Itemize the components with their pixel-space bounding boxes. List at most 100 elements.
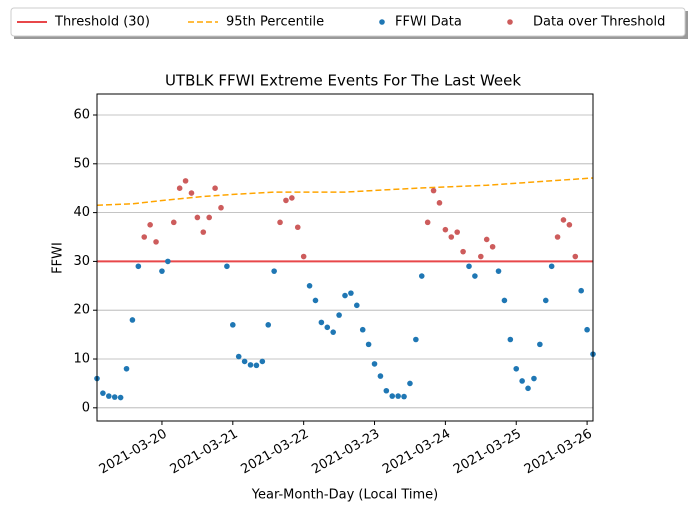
data-point <box>330 329 336 335</box>
y-tick-label: 0 <box>82 400 90 415</box>
y-tick-label: 20 <box>73 303 90 318</box>
y-tick-label: 40 <box>73 205 90 220</box>
y-tick-label: 10 <box>73 352 90 367</box>
data-point <box>100 390 106 396</box>
data-point <box>135 263 142 270</box>
data-point <box>170 219 177 226</box>
data-point <box>159 268 165 274</box>
data-point <box>212 185 218 191</box>
legend-label: Threshold (30) <box>54 15 150 30</box>
data-point <box>371 361 378 367</box>
data-point <box>224 263 230 270</box>
data-point <box>395 393 401 399</box>
x-axis-label: Year-Month-Day (Local Time) <box>251 488 438 503</box>
data-point <box>259 358 266 365</box>
data-point <box>389 393 396 399</box>
data-point <box>354 302 360 309</box>
x-tick-label: 2021-03-25 <box>451 427 524 478</box>
data-point <box>271 268 277 274</box>
data-point <box>566 222 573 228</box>
data-point <box>531 375 537 382</box>
data-point <box>253 362 260 369</box>
plot-frame <box>96 93 594 422</box>
data-point <box>147 222 153 228</box>
x-tick-label: 2021-03-26 <box>522 427 595 478</box>
data-point <box>483 236 490 243</box>
chart-title: UTBLK FFWI Extreme Events For The Last W… <box>165 72 521 90</box>
data-point <box>188 190 195 196</box>
data-point <box>306 283 313 289</box>
data-point <box>312 297 319 304</box>
data-point <box>454 229 460 235</box>
data-point <box>489 243 496 250</box>
y-tick-label: 30 <box>73 254 90 269</box>
data-point <box>448 234 455 240</box>
x-tick-label: 2021-03-21 <box>168 427 241 478</box>
data-point <box>277 219 283 226</box>
data-point <box>578 287 584 294</box>
data-point <box>413 336 419 343</box>
data-point <box>513 365 520 372</box>
data-point <box>383 387 390 394</box>
data-point <box>324 324 331 331</box>
data-point <box>106 393 112 399</box>
data-point <box>241 358 248 365</box>
data-point <box>401 393 407 400</box>
data-point <box>554 234 561 240</box>
data-point <box>407 380 413 387</box>
legend-label: FFWI Data <box>395 15 462 30</box>
data-point <box>436 200 443 206</box>
data-point <box>348 290 354 296</box>
data-point <box>424 219 431 226</box>
percentile-line <box>96 177 594 207</box>
data-point <box>342 292 348 299</box>
data-point <box>283 197 289 204</box>
legend-box <box>10 7 686 37</box>
data-point <box>289 195 295 201</box>
data-point <box>194 214 201 221</box>
data-point <box>141 234 148 240</box>
data-point <box>572 253 579 260</box>
data-point <box>430 187 437 194</box>
data-point <box>584 326 590 333</box>
data-point <box>300 253 307 260</box>
data-point <box>230 322 236 328</box>
data-point <box>525 385 531 392</box>
data-point <box>294 224 301 231</box>
data-point <box>478 253 484 260</box>
data-point <box>153 239 159 245</box>
data-point <box>359 326 366 333</box>
legend-label: 95th Percentile <box>226 15 324 30</box>
x-tick-label: 2021-03-24 <box>380 427 453 478</box>
data-point <box>537 341 543 348</box>
data-point <box>548 263 555 270</box>
data-point <box>247 362 254 368</box>
plot-area: 01020304050602021-03-202021-03-212021-03… <box>73 93 596 478</box>
x-tick-label: 2021-03-22 <box>238 427 311 478</box>
data-point <box>507 336 514 343</box>
data-point <box>200 229 207 235</box>
data-point <box>495 268 502 274</box>
data-point <box>318 319 325 326</box>
legend-swatch <box>507 19 513 25</box>
legend: Threshold (30) 95th Percentile FFWI Data Da… <box>17 15 665 30</box>
legend-swatch <box>379 19 385 25</box>
x-tick-label: 2021-03-20 <box>97 427 170 478</box>
data-point <box>460 248 466 255</box>
legend-label: Data over Threshold <box>533 15 665 30</box>
data-point <box>472 273 478 279</box>
data-point <box>111 394 118 400</box>
data-point <box>519 378 525 384</box>
data-point <box>123 365 130 372</box>
data-point <box>117 394 124 401</box>
data-point <box>165 258 171 265</box>
data-point <box>336 312 342 318</box>
data-point <box>560 217 567 223</box>
data-point <box>466 263 472 270</box>
y-axis-label: FFWI <box>51 242 66 274</box>
x-tick-label: 2021-03-23 <box>309 427 382 478</box>
data-point <box>235 353 242 360</box>
data-point <box>365 341 372 348</box>
